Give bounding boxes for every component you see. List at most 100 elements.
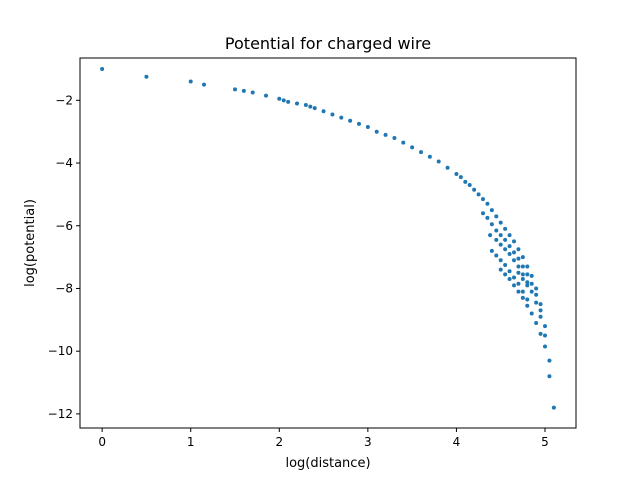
data-point (525, 272, 530, 277)
data-point (498, 220, 503, 225)
data-point (503, 237, 508, 242)
data-point (516, 281, 521, 286)
data-point (503, 247, 508, 252)
data-point (264, 93, 268, 98)
data-point (365, 124, 370, 129)
data-point (481, 211, 485, 216)
data-point (512, 250, 516, 255)
data-point (525, 303, 530, 308)
data-point (321, 109, 326, 114)
data-point (330, 112, 335, 117)
plot-frame (79, 57, 577, 429)
chart-title: Potential for charged wire (225, 34, 431, 53)
data-point (503, 226, 508, 231)
data-point (485, 201, 490, 206)
data-point (401, 140, 406, 145)
data-point (498, 242, 503, 247)
data-point (516, 247, 521, 252)
data-point (494, 214, 499, 219)
x-tick-label: 0 (98, 435, 106, 449)
y-tick-label: −12 (48, 407, 73, 421)
x-tick-label: 5 (541, 435, 549, 449)
y-tick-label: −6 (55, 219, 73, 233)
data-point (419, 150, 423, 155)
data-point (520, 295, 525, 300)
data-point (312, 106, 317, 111)
x-tick-label: 3 (364, 435, 372, 449)
data-point (512, 275, 516, 280)
data-point (529, 289, 534, 294)
data-point (472, 187, 477, 192)
data-point (303, 103, 308, 108)
y-tick-label: −2 (55, 93, 73, 107)
data-point (498, 233, 503, 238)
data-point (507, 251, 512, 256)
data-point (507, 269, 512, 274)
data-point (498, 258, 503, 263)
data-point (520, 277, 525, 282)
data-point (467, 182, 472, 187)
data-point (144, 74, 149, 79)
data-point (503, 272, 508, 277)
y-tick-label: −10 (48, 344, 73, 358)
x-axis-ticks: 0 1 2 3 4 5 (98, 428, 549, 449)
data-point (339, 115, 344, 120)
data-point (529, 281, 534, 286)
data-point (494, 237, 499, 242)
x-axis-label: log(distance) (285, 456, 370, 471)
x-tick-label: 1 (187, 435, 195, 449)
data-point (233, 87, 237, 92)
data-point (277, 96, 282, 101)
data-point (543, 324, 547, 329)
data-point (463, 179, 468, 184)
data-point (436, 159, 441, 164)
data-point (507, 244, 512, 249)
data-point (534, 286, 539, 291)
y-tick-label: −4 (55, 156, 73, 170)
data-point (383, 132, 388, 137)
data-point (481, 197, 485, 202)
data-point (489, 248, 494, 253)
data-point (512, 283, 516, 288)
data-point (529, 311, 534, 316)
data-point (516, 264, 521, 269)
data-point (520, 255, 525, 260)
data-point (516, 289, 521, 294)
data-point (507, 277, 512, 282)
y-tick-label: −8 (55, 281, 73, 295)
data-point (538, 314, 543, 319)
data-point (458, 175, 463, 180)
data-point (202, 82, 206, 87)
data-point (374, 129, 379, 134)
data-point (410, 145, 415, 150)
data-point (286, 99, 291, 104)
data-point (507, 233, 512, 238)
data-point (489, 208, 494, 213)
data-point (494, 228, 499, 233)
data-point (547, 358, 552, 363)
data-point (525, 297, 530, 302)
data-point (100, 66, 105, 71)
data-point (281, 98, 286, 103)
data-point (525, 283, 530, 288)
data-point (503, 262, 508, 267)
data-point (520, 264, 525, 269)
y-axis-label: log(potential) (23, 199, 38, 287)
data-point (551, 405, 556, 410)
data-point (538, 302, 543, 307)
data-point (534, 292, 539, 297)
data-point (348, 118, 353, 123)
data-point (188, 79, 193, 84)
data-point (445, 165, 450, 170)
data-point (520, 272, 525, 277)
data-point (476, 192, 481, 197)
data-point (241, 88, 246, 93)
data-point (392, 135, 397, 140)
data-point (427, 154, 432, 159)
data-point (529, 273, 534, 278)
data-point (357, 121, 361, 126)
data-point (547, 374, 552, 379)
